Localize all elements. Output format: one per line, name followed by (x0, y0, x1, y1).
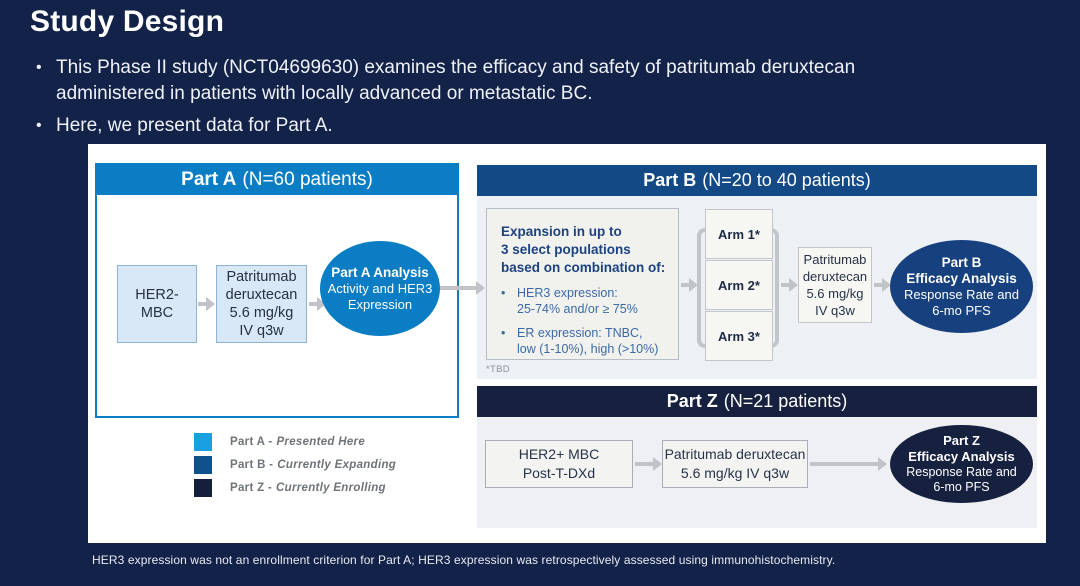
part-a-header: Part A (N=60 patients) (97, 165, 457, 195)
arrow-right-icon (198, 297, 215, 311)
bullet-icon: • (501, 286, 506, 300)
arrow-right-icon (781, 278, 798, 292)
part-z-population-box: HER2+ MBC Post-T-DXd (485, 440, 633, 488)
part-b-header-bold: Part B (643, 170, 697, 190)
legend-item-part-a: Part A - Presented Here (194, 433, 396, 451)
part-b-color-swatch (194, 456, 212, 474)
legend-status: Currently Expanding (277, 459, 397, 471)
list-item: • Here, we present data for Part A. (36, 113, 966, 139)
part-z-header: Part Z (N=21 patients) (477, 386, 1037, 417)
arm-3-box: Arm 3* (705, 311, 773, 361)
part-a-population-box: HER2- MBC (117, 265, 197, 343)
part-a-header-bold: Part A (181, 169, 237, 190)
legend-status: Presented Here (276, 436, 366, 448)
bullet-icon: • (36, 117, 42, 134)
legend-label: Part Z - Currently Enrolling (230, 482, 386, 494)
part-b-efficacy-body: Response Rate and 6-mo PFS (904, 286, 1019, 318)
part-a-header-rest: (N=60 patients) (242, 169, 373, 190)
part-z-drug-box: Patritumab deruxtecan 5.6 mg/kg IV q3w (662, 440, 808, 488)
part-z-color-swatch (194, 479, 212, 497)
part-a-drug-box: Patritumab deruxtecan 5.6 mg/kg IV q3w (216, 265, 307, 343)
legend-part: Part Z - (230, 482, 273, 494)
arrow-right-icon (810, 457, 887, 471)
legend-label: Part B - Currently Expanding (230, 459, 396, 471)
arrow-right-icon (440, 281, 485, 295)
expansion-bullet-2: ER expression: TNBC, low (1-10%), high (… (517, 326, 659, 356)
part-a-color-swatch (194, 433, 212, 451)
arrow-right-icon (681, 278, 698, 292)
part-a-analysis-title: Part A Analysis (331, 264, 429, 280)
arrow-right-icon (309, 297, 326, 311)
legend-part: Part B - (230, 459, 274, 471)
part-b-header: Part B (N=20 to 40 patients) (477, 165, 1037, 196)
part-b-efficacy-title: Part B Efficacy Analysis (906, 254, 1017, 286)
bullet-icon: • (36, 59, 42, 76)
list-item: • This Phase II study (NCT04699630) exam… (36, 55, 966, 107)
tbd-footnote: *TBD (486, 364, 510, 375)
page-title: Study Design (30, 5, 225, 38)
part-b-drug-box: Patritumab deruxtecan 5.6 mg/kg IV q3w (798, 247, 872, 323)
legend-item-part-z: Part Z - Currently Enrolling (194, 479, 396, 497)
legend-status: Currently Enrolling (276, 482, 386, 494)
legend-item-part-b: Part B - Currently Expanding (194, 456, 396, 474)
legend: Part A - Presented Here Part B - Currently… (194, 433, 396, 502)
list-item: • HER3 expression: 25-74% and/or ≥ 75% (501, 285, 668, 317)
part-a-analysis-body: Activity and HER3 Expression (327, 280, 433, 312)
part-z-header-bold: Part Z (666, 391, 718, 411)
intro-bullet-1: This Phase II study (NCT04699630) examin… (56, 57, 856, 104)
part-z-efficacy-ellipse: Part Z Efficacy Analysis Response Rate a… (890, 425, 1033, 503)
part-a-analysis-ellipse: Part A Analysis Activity and HER3 Expres… (320, 241, 440, 336)
diagram-panel: Part A (N=60 patients) HER2- MBC Patritu… (88, 144, 1046, 543)
list-item: • ER expression: TNBC, low (1-10%), high… (501, 325, 668, 357)
intro-bullet-2: Here, we present data for Part A. (56, 115, 333, 136)
part-z-efficacy-body: Response Rate and 6-mo PFS (906, 465, 1017, 494)
part-z-section: Part Z (N=21 patients) HER2+ MBC Post-T-… (477, 386, 1037, 528)
part-b-expansion-box: Expansion in up to 3 select populations … (486, 208, 679, 360)
arrow-right-icon (874, 278, 891, 292)
arm-2-box: Arm 2* (705, 260, 773, 310)
expansion-heading: Expansion in up to 3 select populations … (501, 224, 666, 275)
bullet-icon: • (501, 326, 506, 340)
legend-part: Part A - (230, 436, 273, 448)
arrow-right-icon (635, 457, 662, 471)
slide-footnote: HER3 expression was not an enrollment cr… (92, 553, 836, 567)
part-z-header-rest: (N=21 patients) (723, 391, 848, 411)
legend-label: Part A - Presented Here (230, 436, 365, 448)
part-b-header-rest: (N=20 to 40 patients) (702, 170, 871, 190)
part-z-efficacy-title: Part Z Efficacy Analysis (908, 433, 1015, 464)
arm-1-box: Arm 1* (705, 209, 773, 259)
intro-bullet-list: • This Phase II study (NCT04699630) exam… (36, 55, 966, 145)
part-b-section: Part B (N=20 to 40 patients) Expansion i… (477, 165, 1037, 379)
expansion-bullet-list: • HER3 expression: 25-74% and/or ≥ 75% •… (501, 285, 668, 357)
expansion-bullet-1: HER3 expression: 25-74% and/or ≥ 75% (517, 286, 638, 316)
part-b-efficacy-ellipse: Part B Efficacy Analysis Response Rate a… (890, 240, 1033, 333)
